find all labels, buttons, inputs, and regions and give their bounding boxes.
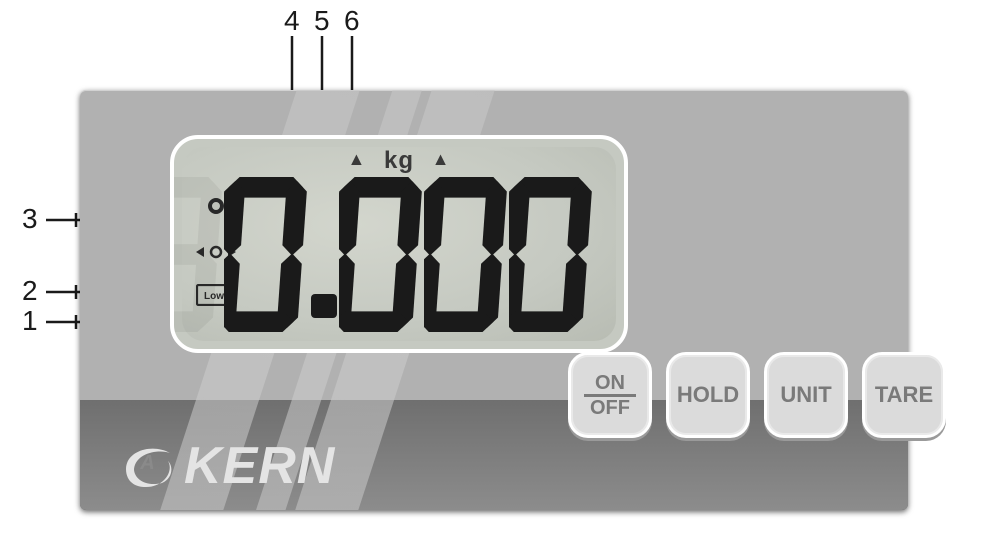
unit-button-label: UNIT bbox=[780, 384, 831, 406]
callout-3: 3 bbox=[22, 203, 38, 234]
tare-button-label: TARE bbox=[875, 384, 933, 406]
decimal-point bbox=[311, 294, 337, 318]
logo-swirl-icon: A bbox=[122, 439, 176, 493]
svg-text:A: A bbox=[139, 452, 155, 474]
figure: 4 5 6 3 2 1 HOLD NET ▲ kg bbox=[0, 0, 985, 550]
unit-label: kg bbox=[384, 147, 414, 175]
device-panel: ▲ kg ▲ bbox=[80, 90, 908, 510]
off-label: OFF bbox=[590, 397, 630, 419]
logo-text: KERN bbox=[184, 436, 335, 496]
callout-6: 6 bbox=[344, 5, 360, 36]
digit-0a bbox=[224, 177, 309, 332]
net-indicator-icon: ▲ bbox=[422, 149, 461, 170]
digit-0d bbox=[509, 177, 594, 332]
callout-4: 4 bbox=[284, 5, 300, 36]
callout-2: 2 bbox=[22, 275, 38, 306]
on-label: ON bbox=[595, 372, 625, 394]
hold-button-label: HOLD bbox=[677, 384, 739, 406]
lcd-top-row: ▲ kg ▲ bbox=[174, 147, 624, 175]
button-row: ON OFF HOLD UNIT TARE bbox=[568, 352, 946, 438]
digit-ghost bbox=[170, 177, 224, 332]
hold-indicator-icon: ▲ bbox=[337, 149, 376, 170]
brand-logo: A KERN bbox=[122, 436, 335, 496]
unit-button[interactable]: UNIT bbox=[764, 352, 848, 438]
callout-1: 1 bbox=[22, 305, 38, 336]
hold-button[interactable]: HOLD bbox=[666, 352, 750, 438]
digit-0c bbox=[424, 177, 509, 332]
tare-button[interactable]: TARE bbox=[862, 352, 946, 438]
lcd-display: ▲ kg ▲ bbox=[170, 135, 628, 353]
on-off-button[interactable]: ON OFF bbox=[568, 352, 652, 438]
lcd-digits bbox=[170, 177, 594, 332]
callout-5: 5 bbox=[314, 5, 330, 36]
digit-0b bbox=[339, 177, 424, 332]
